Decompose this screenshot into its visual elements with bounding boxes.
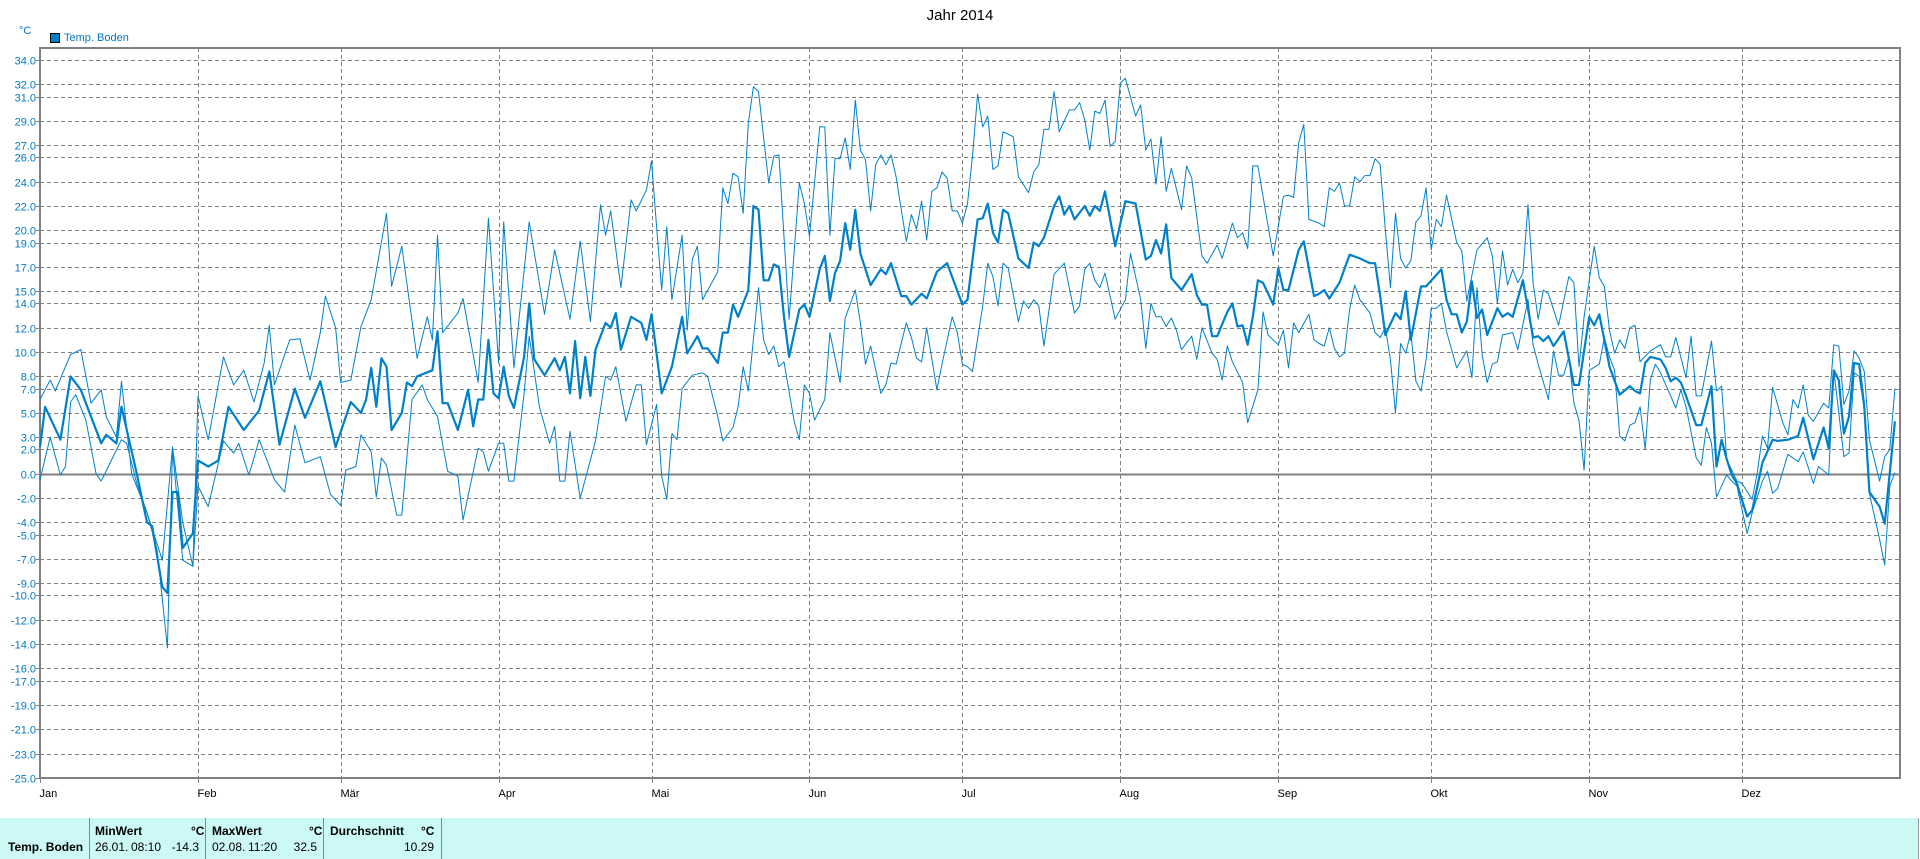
- x-tick-label: Jan: [40, 788, 58, 800]
- series-line-2: [38, 190, 1896, 595]
- y-tick-label: 3.0: [21, 433, 36, 445]
- y-tick-label: 31.0: [15, 93, 36, 105]
- column-divider: [441, 818, 442, 859]
- y-tick-label: -9.0: [17, 579, 36, 591]
- y-tick-label: -2.0: [17, 494, 36, 506]
- max-value: 32.5: [293, 840, 317, 854]
- y-tick-label: 34.0: [15, 56, 36, 68]
- y-tick-label: -16.0: [11, 664, 36, 676]
- x-tick-label: Okt: [1431, 788, 1448, 800]
- column-divider: [89, 818, 90, 859]
- min-value: -14.3: [171, 840, 199, 854]
- x-tick-label: Aug: [1120, 788, 1140, 800]
- stats-table: Temp. Boden MinWert °C 26.01. 08:10 -14.…: [0, 818, 1919, 859]
- series-line-3: [39, 253, 1896, 649]
- y-tick-label: 17.0: [15, 263, 36, 275]
- legend-swatch: [50, 33, 60, 43]
- y-tick-label: 14.0: [15, 299, 36, 311]
- y-tick-label: -23.0: [11, 750, 36, 762]
- x-tick-label: Feb: [198, 788, 217, 800]
- y-tick-label: -7.0: [17, 555, 36, 567]
- y-tick-label: 7.0: [21, 385, 36, 397]
- x-tick-label: Jun: [809, 788, 827, 800]
- avg-unit: °C: [421, 824, 435, 838]
- y-tick-label: 5.0: [21, 409, 36, 421]
- column-divider: [205, 818, 206, 859]
- y-tick-label: 10.0: [15, 348, 36, 360]
- y-tick-label: 19.0: [15, 239, 36, 251]
- legend-label: Temp. Boden: [64, 32, 129, 44]
- plot-frame: [39, 47, 1901, 779]
- y-tick-label: 2.0: [21, 445, 36, 457]
- y-tick-label: 29.0: [15, 117, 36, 129]
- y-tick-label: 15.0: [15, 287, 36, 299]
- min-time: 08:10: [131, 840, 162, 854]
- max-date: 02.08.: [212, 840, 246, 854]
- max-time: 11:20: [248, 840, 278, 854]
- line-chart: 34.0 32.031.0 29.0 27.026.0 24.0 22.0 20.019.0…: [11, 47, 1901, 800]
- y-tick-label: 22.0: [15, 202, 36, 214]
- y-tick-label: 8.0: [21, 372, 36, 384]
- x-tick-label: Apr: [499, 788, 516, 800]
- x-tick-label: Jul: [962, 788, 976, 800]
- x-tick-label: Nov: [1589, 788, 1609, 800]
- y-tick-label: 32.0: [15, 80, 36, 92]
- y-tick-label: -4.0: [17, 518, 36, 530]
- y-tick-label: 0.0: [21, 470, 36, 482]
- max-header: MaxWert: [212, 824, 262, 838]
- min-unit: °C: [191, 824, 205, 838]
- min-header: MinWert: [95, 824, 143, 838]
- y-tick-label: 24.0: [15, 178, 36, 190]
- max-unit: °C: [309, 824, 323, 838]
- stats-row-label: Temp. Boden: [8, 840, 84, 854]
- y-tick-label: -14.0: [11, 640, 36, 652]
- y-tick-label: -21.0: [11, 725, 36, 737]
- chart-title: Jahr 2014: [926, 7, 994, 24]
- y-tick-label: -17.0: [11, 677, 36, 689]
- y-tick-label: -10.0: [11, 591, 36, 603]
- column-divider: [323, 818, 324, 859]
- series-line-1: [39, 77, 1896, 567]
- x-tick-label: Mai: [652, 788, 670, 800]
- x-tick-label: Dez: [1742, 788, 1762, 800]
- y-axis-unit: °C: [19, 25, 32, 37]
- x-tick-label: Sep: [1278, 788, 1298, 800]
- avg-header: Durchschnitt: [330, 824, 405, 838]
- legend: Temp. Boden: [50, 32, 129, 44]
- y-tick-label: -12.0: [11, 616, 36, 628]
- min-date: 26.01.: [95, 840, 129, 854]
- y-tick-label: 12.0: [15, 324, 36, 336]
- y-tick-label: 20.0: [15, 226, 36, 238]
- y-tick-label: -25.0: [11, 774, 36, 786]
- y-tick-label: 27.0: [15, 141, 36, 153]
- y-tick-label: -5.0: [17, 531, 36, 543]
- x-tick-label: Mär: [341, 788, 360, 800]
- y-tick-label: 26.0: [15, 153, 36, 165]
- avg-value: 10.29: [403, 840, 434, 854]
- y-tick-label: -19.0: [11, 701, 36, 713]
